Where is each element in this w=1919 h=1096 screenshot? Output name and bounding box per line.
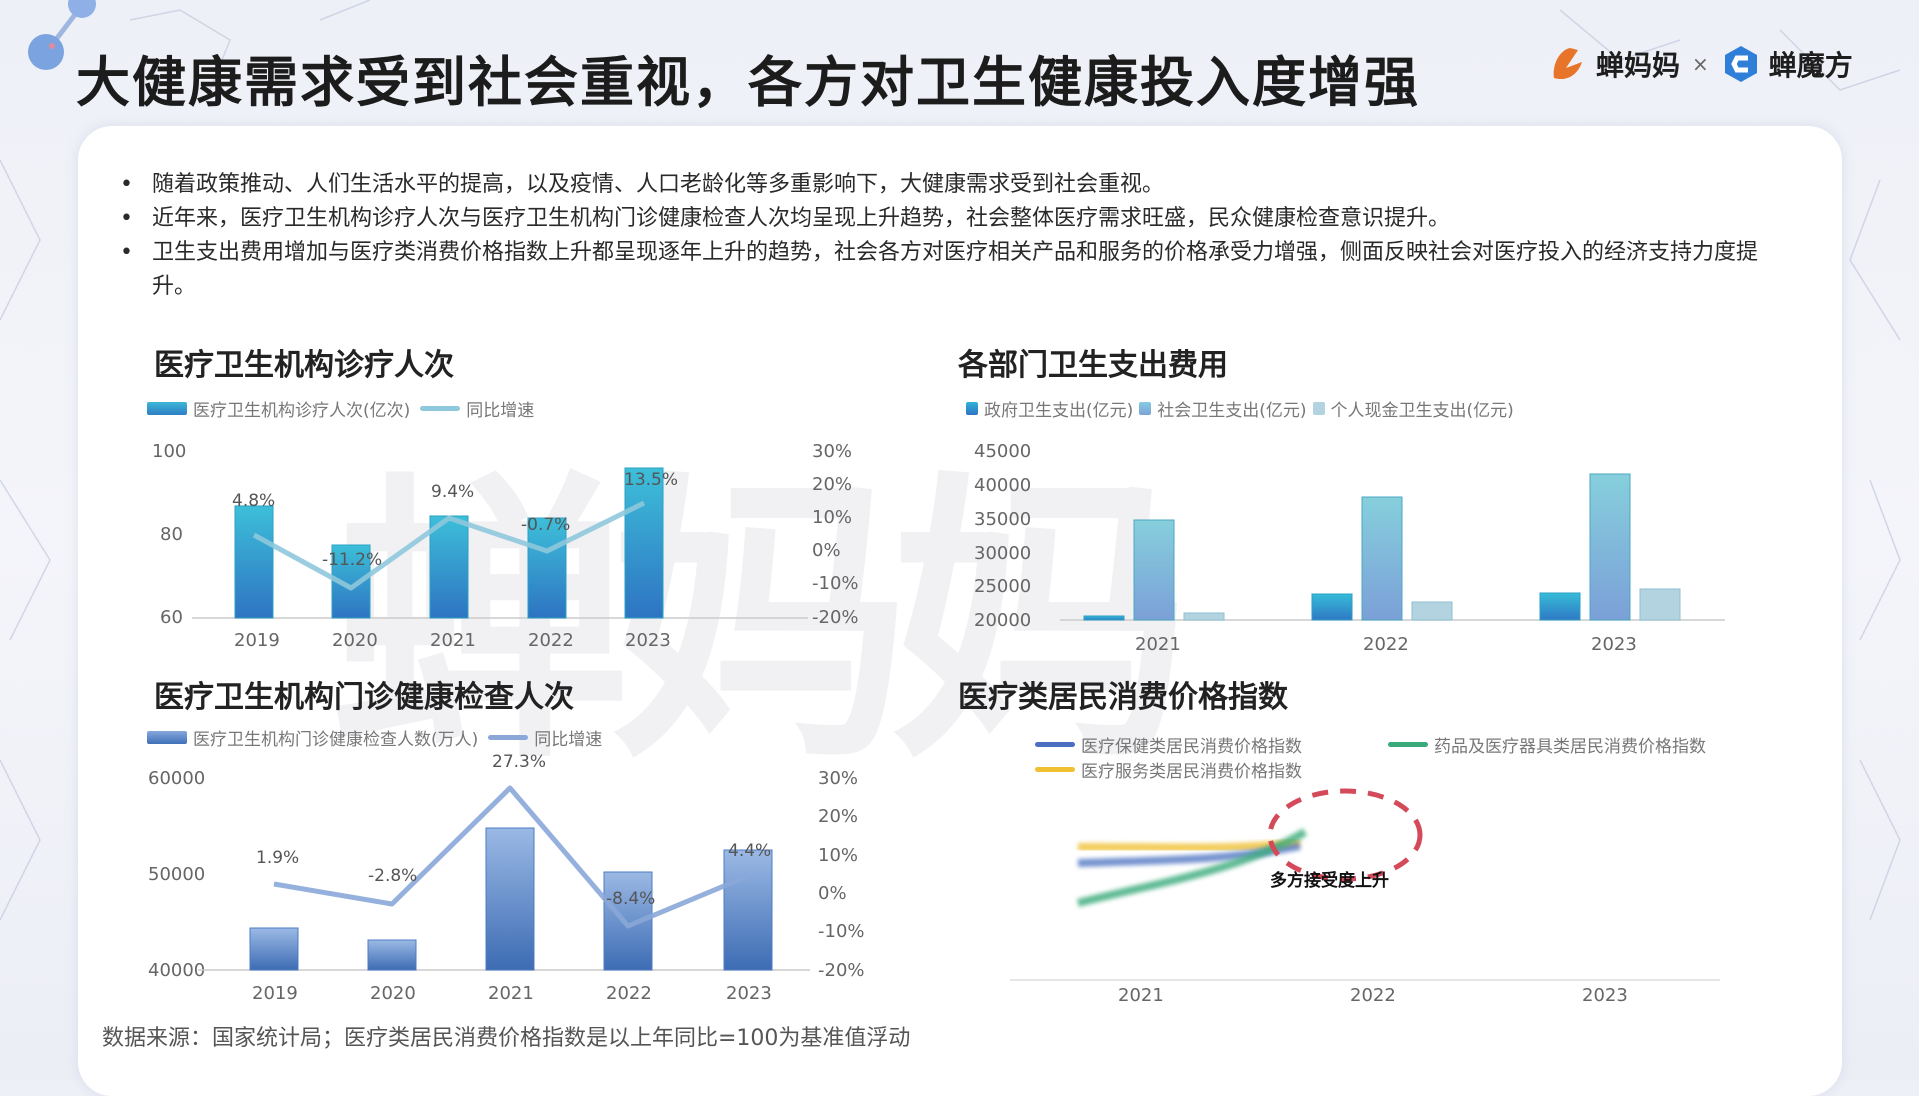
svg-text:2021: 2021 (488, 983, 534, 1004)
legend-service-swatch (1035, 767, 1075, 772)
svg-text:-11.2%: -11.2% (322, 550, 382, 570)
svg-text:35000: 35000 (974, 509, 1031, 530)
chart3-title: 医疗卫生机构门诊健康检查人次 (154, 680, 574, 715)
brand-logos: 蝉妈妈 × 蝉魔方 (1548, 44, 1853, 84)
svg-text:9.4%: 9.4% (431, 482, 474, 502)
label: 4.8% (232, 491, 275, 511)
svg-text:2019: 2019 (234, 630, 280, 651)
legend-drug-swatch (1388, 742, 1428, 747)
bullet-item: • 卫生支出费用增加与医疗类消费价格指数上升都呈现逐年上升的趋势，社会各方对医疗相… (120, 240, 1759, 299)
annotation-text: 多方接受度上升 (1270, 870, 1389, 891)
svg-text:60000: 60000 (148, 768, 205, 789)
svg-text:2022: 2022 (1350, 985, 1396, 1006)
svg-text:2023: 2023 (1582, 985, 1628, 1006)
molecule-icon (28, 0, 96, 70)
chart4-legend-drug: 药品及医疗器具类居民消费价格指数 (1388, 732, 1706, 757)
svg-text:-20%: -20% (812, 607, 859, 628)
svg-text:0%: 0% (812, 540, 841, 561)
svg-text:-2.8%: -2.8% (368, 866, 417, 886)
svg-text:10%: 10% (818, 845, 858, 866)
page-title: 大健康需求受到社会重视，各方对卫生健康投入度增强 (76, 51, 1420, 114)
svg-text:30%: 30% (812, 441, 852, 462)
svg-text:20%: 20% (818, 806, 858, 827)
svg-text:-10%: -10% (812, 573, 859, 594)
legend-line-swatch (488, 735, 529, 740)
svg-text:40000: 40000 (974, 475, 1031, 496)
svg-text:100: 100 (152, 441, 186, 462)
svg-text:30%: 30% (818, 768, 858, 789)
svg-text:60: 60 (160, 607, 183, 628)
chart4-legend-health: 医疗保健类居民消费价格指数 (1035, 732, 1302, 757)
svg-text:20%: 20% (812, 474, 852, 495)
svg-text:2023: 2023 (625, 630, 671, 651)
svg-text:-20%: -20% (818, 960, 865, 981)
svg-text:27.3%: 27.3% (492, 752, 546, 772)
svg-text:50000: 50000 (148, 864, 205, 885)
svg-text:0%: 0% (818, 883, 847, 904)
legend-line-swatch (420, 406, 461, 411)
legend-bar-swatch (147, 402, 187, 415)
svg-text:25000: 25000 (974, 576, 1031, 597)
chart4-legend-service: 医疗服务类居民消费价格指数 (1035, 757, 1302, 782)
svg-text:2020: 2020 (370, 983, 416, 1004)
legend-social-swatch (1139, 402, 1152, 415)
svg-text:2022: 2022 (1363, 634, 1409, 655)
svg-text:40000: 40000 (148, 960, 205, 981)
chart2-plot: 45000 40000 35000 30000 25000 20000 2021… (974, 441, 1725, 655)
svg-text:-10%: -10% (818, 921, 865, 942)
legend-bar-swatch (147, 731, 187, 744)
chart3-plot: 60000 50000 40000 30% 20% 10% 0% -10% -2… (148, 752, 865, 1004)
svg-text:2019: 2019 (252, 983, 298, 1004)
svg-text:-8.4%: -8.4% (606, 889, 655, 909)
bullet-item: • 随着政策推动、人们生活水平的提高，以及疫情、人口老龄化等多重影响下，大健康需求… (120, 172, 1165, 197)
legend-personal-swatch (1312, 402, 1325, 415)
chart4-plot: 多方接受度上升 2021 2022 2023 (1010, 788, 1720, 1006)
brand-separator: × (1692, 52, 1709, 76)
brand-chanmofang: 蝉魔方 (1768, 49, 1853, 82)
chart3-legend: 医疗卫生机构门诊健康检查人数(万人) 同比增速 (147, 725, 602, 750)
chart2-title: 各部门卫生支出费用 (958, 348, 1228, 383)
legend-health-swatch (1035, 742, 1075, 747)
svg-text:2021: 2021 (1135, 634, 1181, 655)
chanmama-logo-icon (1553, 48, 1582, 80)
svg-text:2021: 2021 (1118, 985, 1164, 1006)
legend-gov-swatch (966, 402, 978, 415)
summary-bullets: • 随着政策推动、人们生活水平的提高，以及疫情、人口老龄化等多重影响下，大健康需求… (120, 168, 1800, 304)
data-source-note: 数据来源：国家统计局；医疗类居民消费价格指数是以上年同比=100为基准值浮动 (102, 1026, 911, 1051)
annotation-circle (1267, 788, 1423, 882)
svg-text:80: 80 (160, 524, 183, 545)
svg-text:2023: 2023 (726, 983, 772, 1004)
svg-text:20000: 20000 (974, 610, 1031, 631)
svg-text:2023: 2023 (1591, 634, 1637, 655)
bullet-item: • 近年来，医疗卫生机构诊疗人次与医疗卫生机构门诊健康检查人次均呈现上升趋势，社会… (120, 206, 1451, 231)
svg-text:2020: 2020 (332, 630, 378, 651)
svg-text:1.9%: 1.9% (256, 848, 299, 868)
svg-text:2021: 2021 (430, 630, 476, 651)
svg-text:2022: 2022 (528, 630, 574, 651)
chart1-title: 医疗卫生机构诊疗人次 (154, 348, 454, 383)
svg-text:13.5%: 13.5% (624, 470, 678, 490)
svg-text:30000: 30000 (974, 543, 1031, 564)
svg-text:2022: 2022 (606, 983, 652, 1004)
chart1-plot: 100 80 60 30% 20% 10% 0% -10% -20% 4.8% … (152, 441, 859, 651)
brand-chanmama: 蝉妈妈 (1596, 49, 1681, 82)
chart2-legend: 政府卫生支出(亿元) 社会卫生支出(亿元) 个人现金卫生支出(亿元) (966, 396, 1514, 421)
svg-text:4.4%: 4.4% (728, 841, 771, 861)
chart1-legend: 医疗卫生机构诊疗人次(亿次) 同比增速 (147, 396, 534, 421)
svg-text:10%: 10% (812, 507, 852, 528)
svg-text:45000: 45000 (974, 441, 1031, 462)
svg-text:-0.7%: -0.7% (521, 515, 570, 535)
chart4-title: 医疗类居民消费价格指数 (958, 680, 1288, 715)
chanmofang-logo-icon (1724, 46, 1757, 82)
